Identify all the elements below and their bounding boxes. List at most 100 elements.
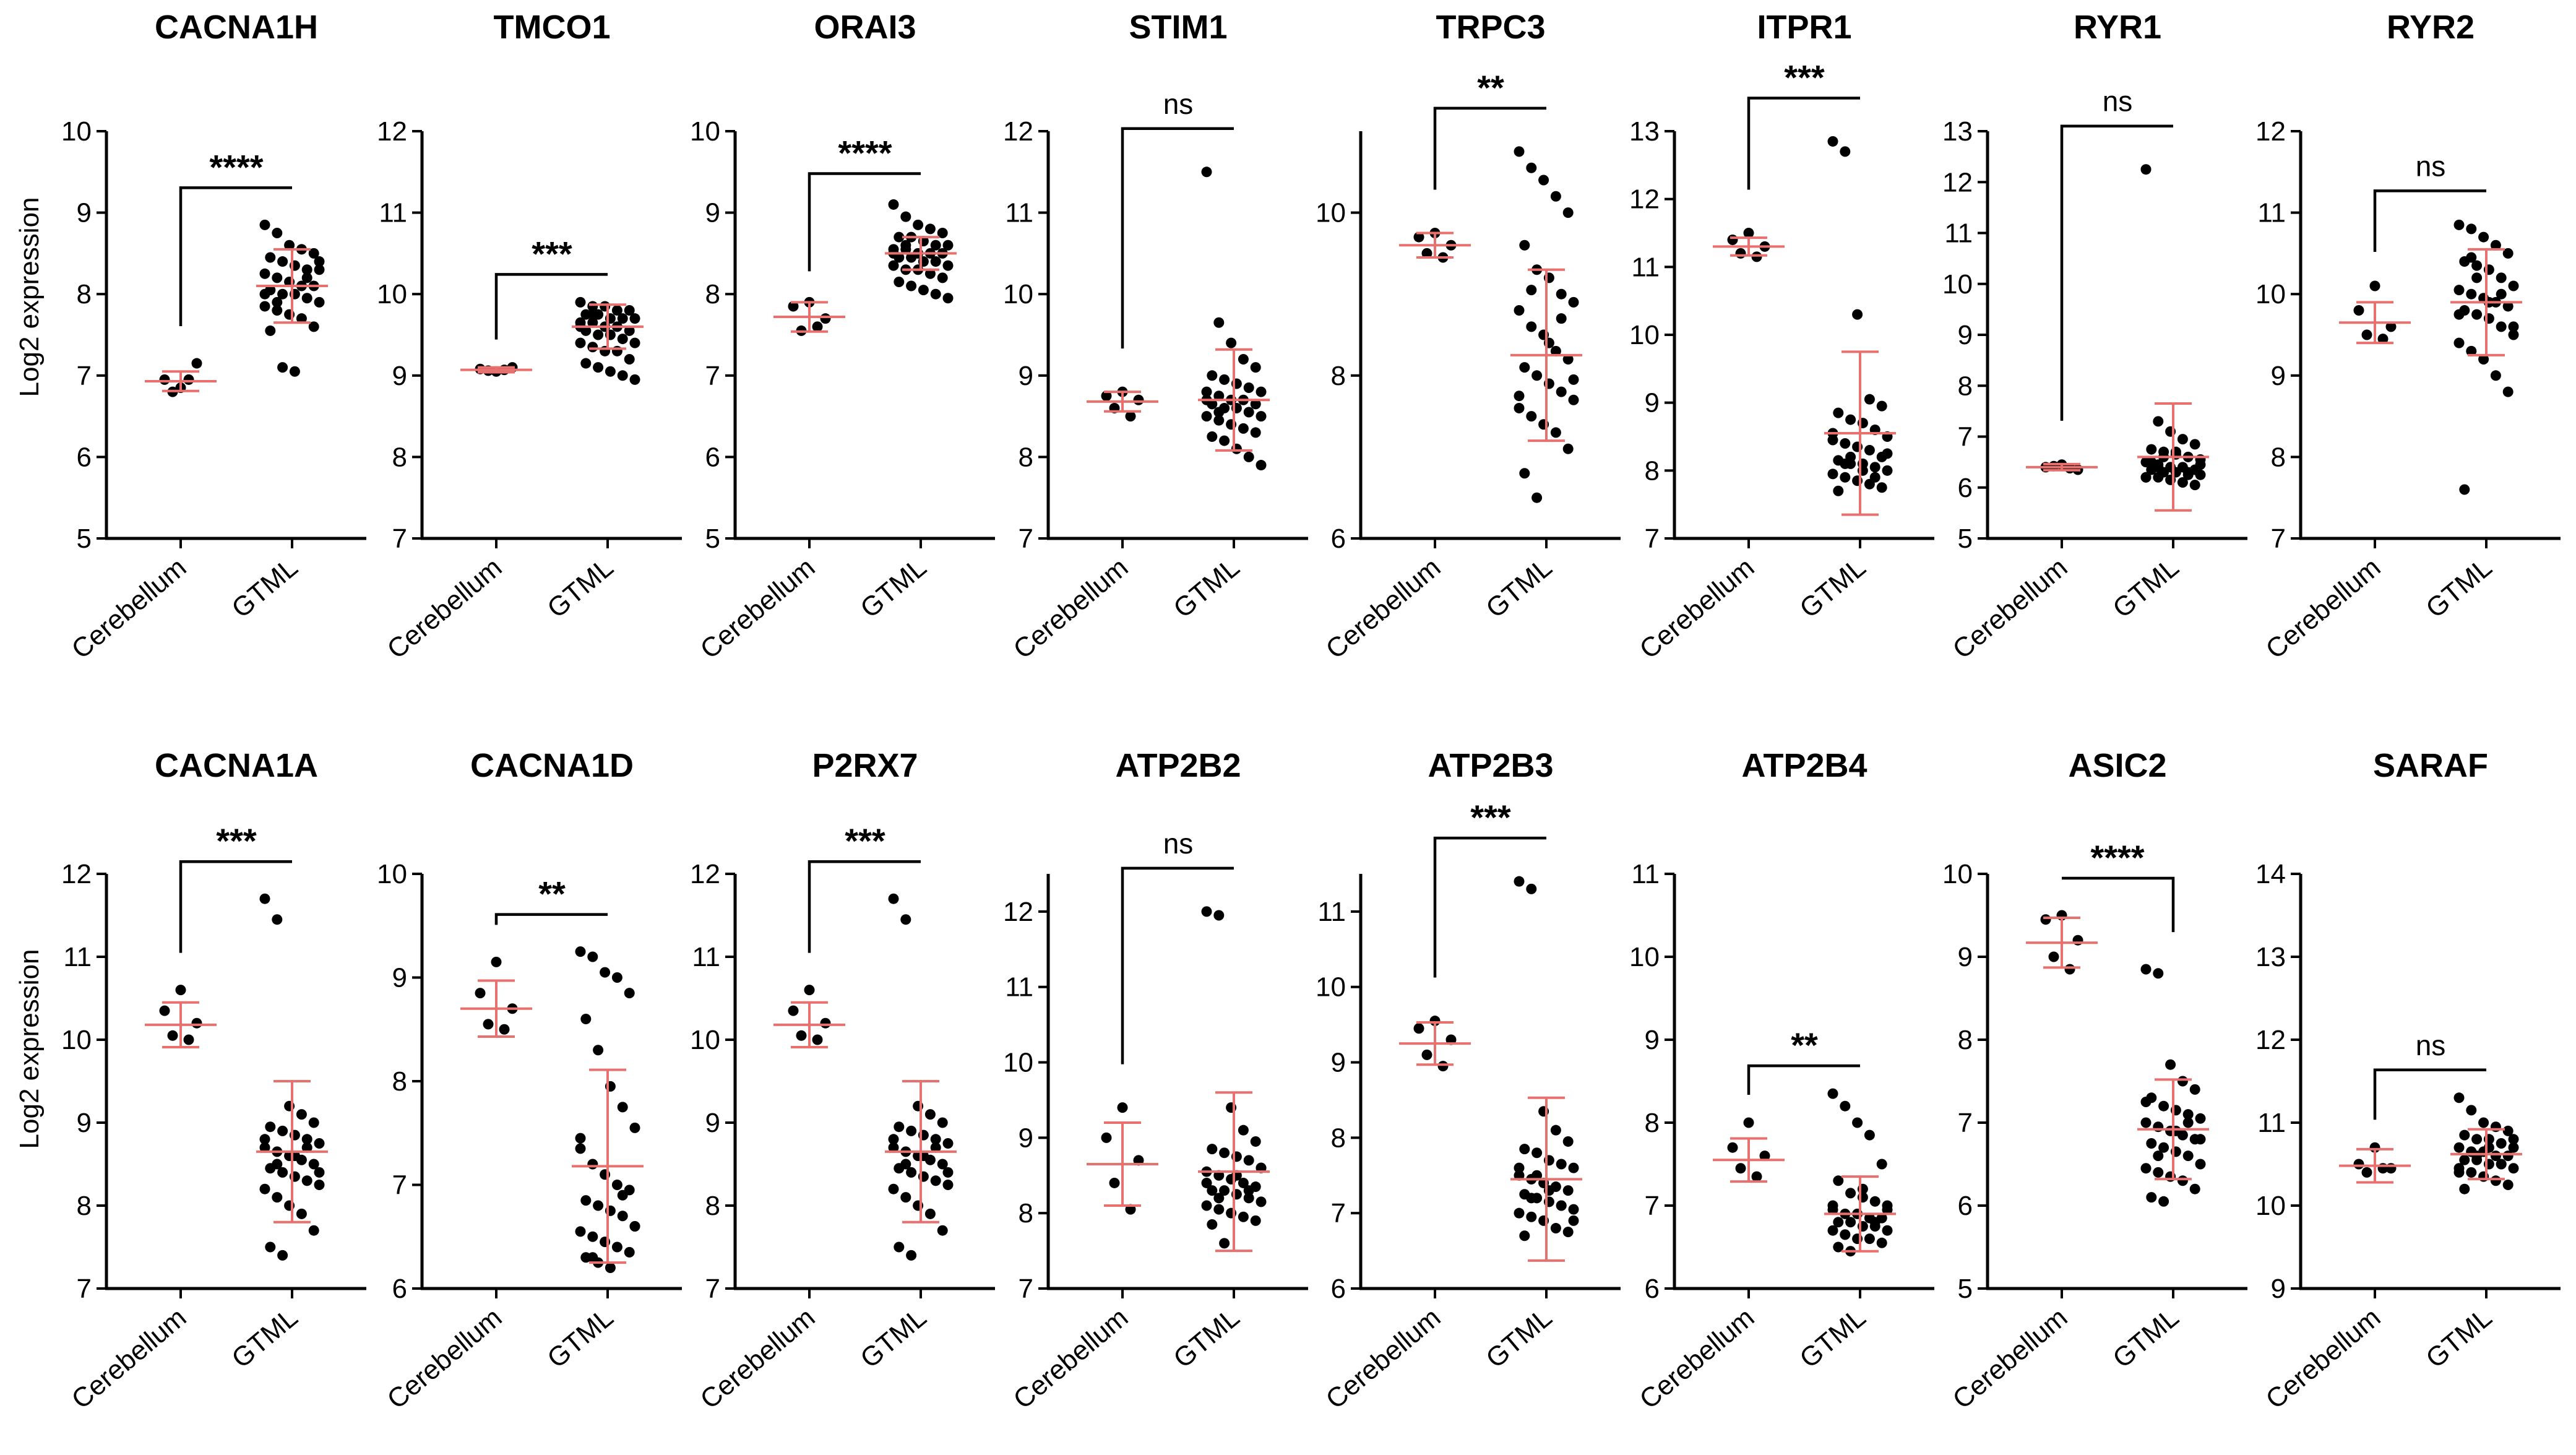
y-axis-label-row1: Log2 expression bbox=[14, 197, 45, 397]
data-point bbox=[1514, 305, 1525, 316]
data-point bbox=[593, 329, 604, 340]
data-point bbox=[259, 268, 270, 279]
data-point bbox=[1526, 162, 1537, 173]
data-point bbox=[499, 1024, 510, 1035]
data-point bbox=[2471, 272, 2483, 283]
data-point bbox=[1101, 1132, 1112, 1143]
data-point bbox=[308, 248, 319, 259]
data-point bbox=[2478, 231, 2489, 243]
data-point bbox=[1219, 374, 1230, 385]
data-point bbox=[1568, 1204, 1579, 1215]
significance-bracket bbox=[179, 186, 292, 327]
data-point bbox=[159, 1005, 170, 1016]
data-point bbox=[937, 1225, 948, 1236]
chart-title: P2RX7 bbox=[812, 747, 918, 784]
chart-title: RYR2 bbox=[2387, 9, 2475, 46]
data-point bbox=[1864, 444, 1875, 455]
data-point bbox=[918, 285, 929, 296]
y-tick-label: 7 bbox=[1958, 422, 1973, 452]
y-tick-label: 8 bbox=[705, 1191, 720, 1221]
data-point bbox=[2490, 240, 2501, 251]
data-point bbox=[2177, 1076, 2188, 1087]
y-tick-label: 6 bbox=[1958, 473, 1973, 503]
y-tick-label: 7 bbox=[77, 1274, 92, 1304]
data-point bbox=[1833, 1217, 1844, 1228]
data-point bbox=[2182, 1151, 2194, 1162]
data-point bbox=[277, 256, 288, 267]
data-point bbox=[2153, 1167, 2164, 1178]
data-point bbox=[593, 1200, 604, 1211]
y-tick-label: 10 bbox=[377, 859, 407, 889]
data-point bbox=[900, 240, 911, 251]
y-tick-label: 11 bbox=[1631, 252, 1660, 282]
data-point bbox=[272, 228, 283, 238]
y-tick-label: 7 bbox=[1019, 1274, 1033, 1304]
chart-panel: RYR2 7 8 9 10 11 12 Cerebellum GTML ns bbox=[2255, 9, 2561, 665]
y-tick-label: 9 bbox=[1019, 1123, 1033, 1153]
significance-bracket bbox=[1121, 127, 1234, 349]
data-point bbox=[1840, 472, 1851, 483]
data-point bbox=[1125, 411, 1136, 422]
chart-title: ITPR1 bbox=[1757, 9, 1851, 46]
chart-panel: SARAF 9 10 11 12 13 14 Cerebellum GTML ns bbox=[2255, 747, 2561, 1415]
chart-title: CACNA1A bbox=[155, 747, 318, 784]
x-tick-label: GTML bbox=[2420, 1302, 2497, 1374]
data-point bbox=[1538, 175, 1549, 186]
chart-panel: CACNA1D 6 7 8 9 10 Cerebellum GTML ** bbox=[377, 747, 682, 1415]
y-tick-label: 8 bbox=[392, 442, 407, 472]
data-point bbox=[2466, 1167, 2477, 1178]
data-point bbox=[1421, 1049, 1432, 1060]
y-tick-label: 8 bbox=[1331, 361, 1346, 391]
data-point bbox=[1864, 1233, 1875, 1245]
y-tick-label: 6 bbox=[1958, 1191, 1973, 1221]
data-point bbox=[2508, 1134, 2519, 1145]
data-point bbox=[2466, 345, 2477, 356]
data-point bbox=[1727, 234, 1738, 245]
data-point bbox=[1556, 1200, 1567, 1211]
data-point bbox=[167, 1030, 178, 1041]
x-tick-label: Cerebellum bbox=[1008, 1302, 1134, 1415]
y-tick-label: 13 bbox=[1629, 116, 1660, 147]
data-point bbox=[1827, 1200, 1838, 1211]
x-tick-label: GTML bbox=[855, 552, 932, 624]
y-tick-label: 9 bbox=[2271, 361, 2286, 391]
data-point bbox=[1243, 1185, 1254, 1196]
significance-bracket bbox=[1121, 866, 1234, 1064]
data-point bbox=[1413, 231, 1424, 243]
data-point bbox=[1243, 451, 1254, 462]
data-point bbox=[1568, 394, 1579, 405]
data-point bbox=[301, 1175, 312, 1186]
data-point bbox=[888, 260, 899, 271]
data-point bbox=[605, 366, 616, 377]
data-point bbox=[2182, 1109, 2194, 1120]
data-point bbox=[1864, 1129, 1875, 1141]
data-point bbox=[2140, 164, 2152, 175]
chart-panel: ORAI3 5 6 7 8 9 10 Cerebellum GTML **** bbox=[690, 9, 995, 665]
data-point bbox=[1882, 448, 1893, 459]
data-point bbox=[2496, 321, 2507, 332]
x-tick-label: Cerebellum bbox=[66, 552, 192, 665]
data-point bbox=[2140, 964, 2152, 975]
data-point bbox=[2377, 334, 2389, 345]
data-point bbox=[2369, 280, 2380, 291]
y-tick-label: 13 bbox=[2255, 942, 2286, 972]
data-point bbox=[1845, 1188, 1856, 1199]
data-point bbox=[1201, 166, 1212, 178]
y-tick-label: 8 bbox=[392, 1066, 407, 1097]
data-point bbox=[2195, 1113, 2206, 1124]
data-point bbox=[2508, 280, 2519, 291]
data-point bbox=[587, 1231, 598, 1242]
significance-bracket bbox=[179, 860, 292, 953]
y-tick-label: 7 bbox=[1331, 1198, 1346, 1228]
data-point bbox=[314, 1180, 325, 1190]
data-point bbox=[1840, 438, 1851, 449]
data-point bbox=[191, 1017, 202, 1029]
data-point bbox=[629, 374, 640, 385]
x-tick-label: GTML bbox=[541, 552, 619, 624]
data-point bbox=[1250, 427, 1261, 438]
data-point bbox=[1201, 411, 1212, 422]
significance-label: **** bbox=[209, 147, 263, 186]
y-tick-label: 8 bbox=[1645, 1108, 1660, 1138]
data-point bbox=[1213, 407, 1225, 418]
data-point bbox=[2195, 469, 2206, 480]
